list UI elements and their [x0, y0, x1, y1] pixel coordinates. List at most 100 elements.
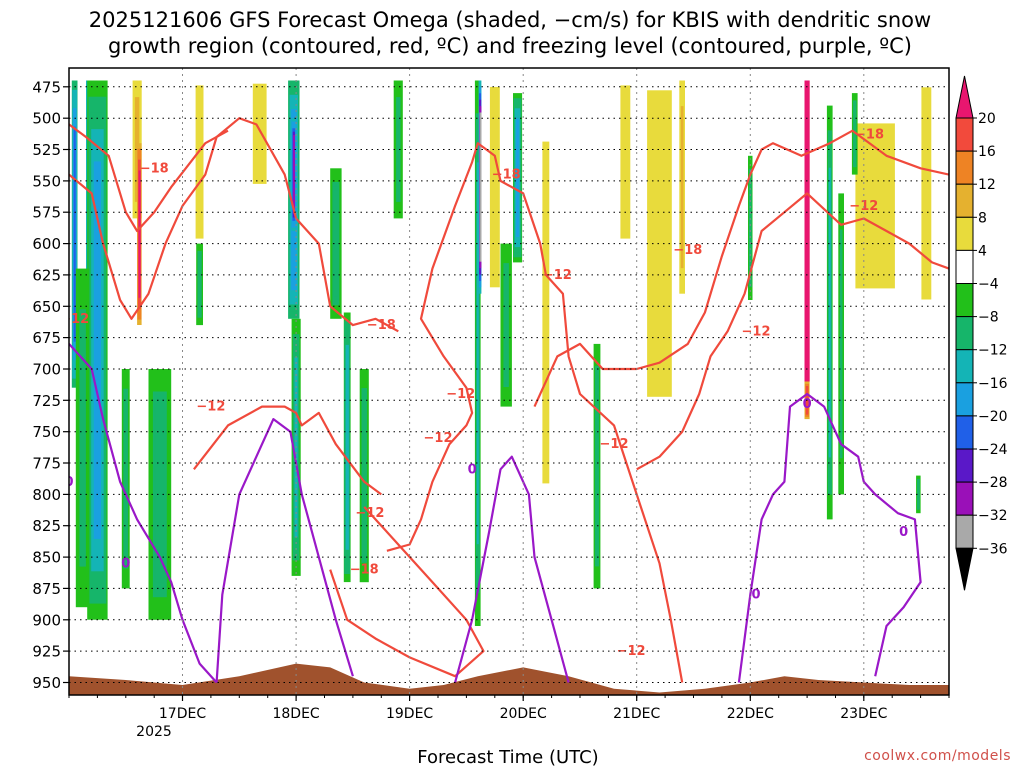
- omega-band-6-layer-5: [124, 401, 128, 556]
- freezing-contour-1: [69, 343, 218, 684]
- y-tick-label-925: 925: [32, 643, 61, 661]
- chart-title-line-1: 2025121606 GFS Forecast Omega (shaded, −…: [89, 8, 931, 32]
- terrain-fill: [69, 663, 949, 695]
- dgz-contour-label: −12: [196, 400, 225, 415]
- omega-band-21-layer-5: [504, 268, 509, 383]
- colorbar-segment-10: [955, 448, 974, 483]
- x-axis: 17DEC 18DEC 19DEC 20DEC 21DEC 22DEC 23DEC: [68, 695, 950, 722]
- colorbar-segment-3: [955, 216, 974, 251]
- grid-layer: [69, 68, 949, 695]
- dgz-contour-label: −18: [367, 318, 396, 333]
- colorbar-label: −20: [978, 409, 1008, 425]
- colorbar-top-arrow: [955, 75, 974, 119]
- y-tick-label-525: 525: [32, 141, 61, 159]
- colorbar-label: −28: [978, 475, 1008, 491]
- dgz-contour-label: −12: [600, 437, 629, 452]
- colorbar-label: −24: [978, 442, 1008, 458]
- colorbar-label: −4: [978, 277, 999, 293]
- y-tick-label-475: 475: [32, 78, 61, 96]
- dgz-contour-label: −18: [492, 168, 521, 183]
- colorbar-segment-1: [955, 150, 974, 185]
- dgz-contour-loop-2: [329, 506, 485, 678]
- colorbar-label: −36: [978, 541, 1008, 557]
- colorbar-segment-5: [955, 283, 974, 318]
- y-tick-label-625: 625: [32, 266, 61, 284]
- omega-band-24-layer-5: [595, 380, 599, 552]
- omega-band-3-layer-5: [80, 319, 85, 557]
- dgz-contour-label: −12: [355, 506, 384, 521]
- colorbar-label: 16: [978, 144, 996, 160]
- omega-band-36-layer-5: [917, 481, 920, 508]
- omega-band-31-layer-5: [828, 167, 831, 458]
- omega-band-4-layer-5: [135, 101, 139, 198]
- dgz-contour-lower-2: [636, 192, 949, 471]
- colorbar-segment-0: [955, 117, 974, 152]
- omega-band-5-layer-5: [138, 170, 141, 298]
- omega-band-27-layer-5: [681, 112, 684, 262]
- colorbar-segment-11: [955, 481, 974, 516]
- colorbar-segment-6: [955, 316, 974, 351]
- y-tick-label-775: 775: [32, 455, 61, 473]
- omega-band-9-layer-5: [155, 406, 164, 583]
- y-tick-label-875: 875: [32, 580, 61, 598]
- omega-band-18-layer-5: [476, 162, 479, 545]
- freezing-contour-3: [454, 455, 570, 683]
- colorbar-label: −8: [978, 310, 999, 326]
- colorbar-label: 20: [978, 111, 996, 127]
- omega-band-19-layer-5: [479, 112, 482, 262]
- colorbar-label: −12: [978, 343, 1008, 359]
- dgz-contour-label: −18: [350, 563, 379, 578]
- y-tick-label-575: 575: [32, 204, 61, 222]
- omega-band-14-layer-5: [333, 190, 338, 297]
- omega-band-25-layer-5: [623, 105, 628, 220]
- y-tick-label-800: 800: [32, 486, 61, 504]
- colorbar-segment-2: [955, 183, 974, 218]
- dgz-contour-label: −18: [855, 128, 884, 143]
- colorbar-label: 12: [978, 177, 996, 193]
- y-tick-label-750: 750: [32, 423, 61, 441]
- freezing-contour-label: 0: [803, 397, 812, 412]
- y-tick-label-650: 650: [32, 298, 61, 316]
- x-tick-label: 22DEC: [727, 706, 774, 722]
- x-axis-title: Forecast Time (UTC): [417, 747, 598, 768]
- freezing-contour-label: 0: [899, 525, 908, 540]
- omega-band-34-layer-5: [924, 114, 929, 273]
- omega-band-23-layer-5: [544, 185, 548, 440]
- x-tick-label: 19DEC: [386, 706, 433, 722]
- freezing-contour-label: 0: [468, 462, 477, 477]
- dgz-contour-label: −18: [140, 161, 169, 176]
- y-tick-label-550: 550: [32, 172, 61, 190]
- x-tick-label: 18DEC: [272, 706, 319, 722]
- freezing-contour-label: 0: [751, 588, 760, 603]
- colorbar-label: 4: [978, 243, 987, 259]
- omega-band-35-layer-5: [853, 105, 856, 163]
- x-axis-year-label: 2025: [136, 724, 172, 740]
- omega-band-11-layer-5: [293, 135, 295, 215]
- colorbar-label: −32: [978, 508, 1008, 524]
- y-tick-label-950: 950: [32, 674, 61, 692]
- omega-band-8-layer-5: [198, 255, 201, 313]
- omega-band-22-layer-5: [492, 112, 497, 262]
- colorbar-segment-8: [955, 382, 974, 417]
- colorbar: 20 16 12 8 4 −4 −8 −12 −16 −20 −24 −28 −32 −36: [955, 75, 1008, 591]
- colorbar-segment-12: [955, 514, 974, 549]
- y-tick-label-725: 725: [32, 392, 61, 410]
- y-tick-label-850: 850: [32, 549, 61, 567]
- omega-strong-ascent-column: [804, 80, 810, 382]
- omega-band-7-layer-5: [198, 105, 202, 220]
- omega-band-26-layer-5: [654, 129, 665, 358]
- dgz-contour-label: −18: [673, 243, 702, 258]
- colorbar-label: 8: [978, 210, 987, 226]
- colorbar-segment-4: [955, 249, 974, 284]
- dgz-contour-loop-1: [193, 405, 382, 496]
- freezing-contour-label: 0: [64, 475, 73, 490]
- y-tick-label-900: 900: [32, 611, 61, 629]
- freezing-contour-label: 0: [121, 556, 130, 571]
- dgz-contour-label: −12: [742, 324, 771, 339]
- y-tick-label-825: 825: [32, 517, 61, 535]
- y-tick-label-600: 600: [32, 235, 61, 253]
- y-tick-label-500: 500: [32, 110, 61, 128]
- omega-band-33-layer-5: [867, 144, 884, 268]
- colorbar-label: −16: [978, 376, 1008, 392]
- dgz-contour-label: −12: [543, 268, 572, 283]
